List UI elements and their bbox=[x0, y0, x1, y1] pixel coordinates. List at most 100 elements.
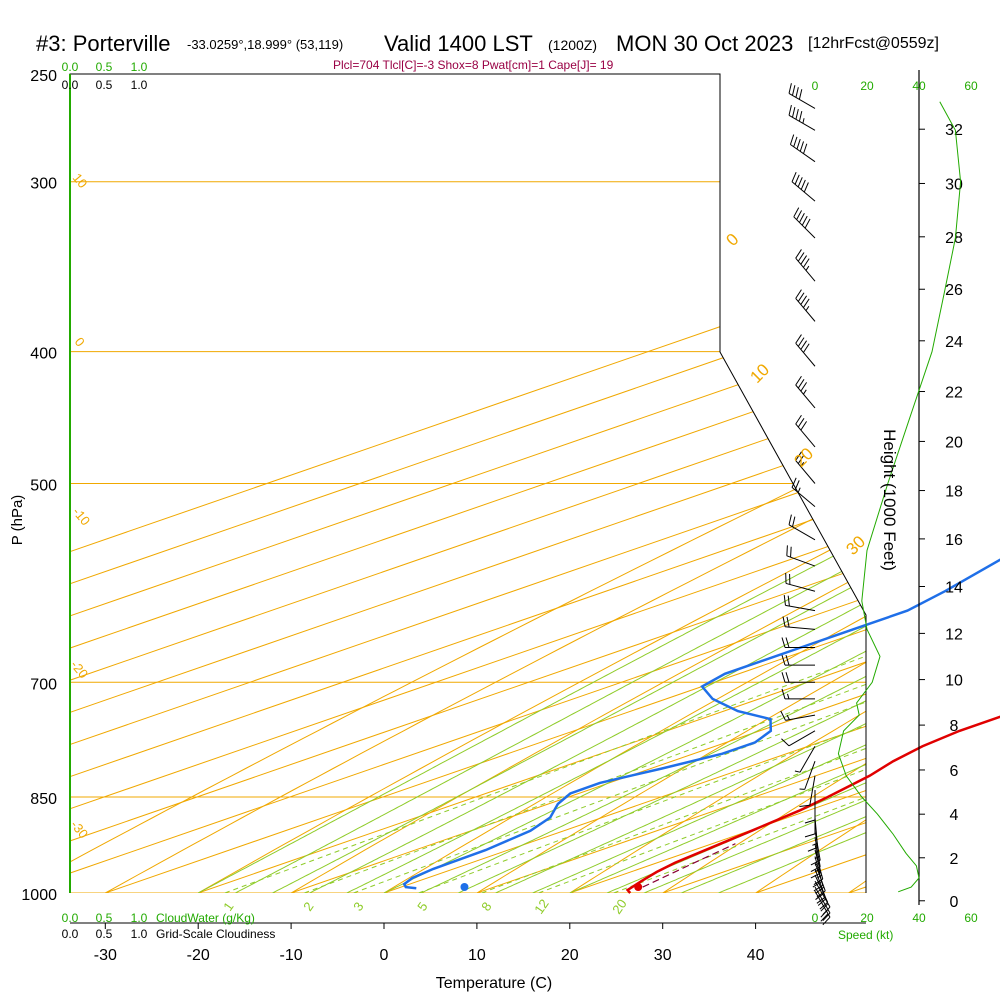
wind-barb-full bbox=[795, 334, 802, 344]
mixing-ratio-line bbox=[353, 351, 866, 893]
wind-barb-full bbox=[795, 87, 799, 98]
mixing-ratio-label: 20 bbox=[609, 896, 630, 916]
wind-barb-full bbox=[807, 846, 818, 852]
moist-adiabat bbox=[420, 78, 866, 893]
x-axis-label: Temperature (C) bbox=[436, 975, 552, 992]
wind-barb-full bbox=[786, 616, 790, 628]
wind-barb-full bbox=[813, 878, 824, 886]
wind-barb-shaft bbox=[814, 856, 824, 886]
wind-barb-shaft bbox=[785, 714, 816, 721]
wind-barb bbox=[789, 134, 816, 163]
wind-barb-full bbox=[798, 111, 803, 122]
chart-params-line: Plcl=704 Tlcl[C]=-3 Shox=8 Pwat[cm]=1 Ca… bbox=[333, 58, 614, 72]
wind-barb-full bbox=[788, 83, 792, 94]
chart-title-valid: Valid 1400 LST bbox=[384, 31, 533, 56]
wind-barb bbox=[814, 890, 831, 926]
cloud-water-tick-bottom: 0.0 bbox=[62, 911, 79, 925]
parcel-trace bbox=[642, 843, 736, 888]
wind-barb-full bbox=[789, 134, 795, 145]
isotherm-label: 20 bbox=[790, 444, 817, 471]
isotherm bbox=[70, 74, 866, 893]
wind-barb-full bbox=[781, 637, 786, 648]
wind-barb-half bbox=[814, 862, 820, 866]
moist-adiabat bbox=[309, 78, 866, 893]
wind-barb-full bbox=[797, 379, 805, 389]
wind-barb-full bbox=[803, 182, 809, 193]
wind-barb-full bbox=[804, 833, 816, 838]
wind-barb-half bbox=[786, 714, 790, 720]
wind-barb-full bbox=[795, 451, 802, 461]
height-tick-label: 0 bbox=[950, 894, 959, 911]
mixing-ratio-line bbox=[538, 351, 866, 893]
isotherm bbox=[198, 74, 866, 893]
wind-barb-half bbox=[797, 487, 801, 493]
wind-barb-half bbox=[812, 842, 818, 846]
cloudiness-axis-label: Grid-Scale Cloudiness bbox=[156, 927, 275, 941]
dry-adiabat bbox=[105, 74, 866, 893]
wind-barb-half bbox=[794, 770, 801, 773]
cloudiness-tick-top: 0.5 bbox=[96, 78, 113, 92]
speed-tick-bottom: 40 bbox=[912, 911, 926, 925]
pressure-tick-label: 850 bbox=[30, 791, 57, 808]
wind-barb bbox=[788, 105, 816, 131]
mixing-ratio-label: 12 bbox=[531, 896, 552, 916]
wind-barb-full bbox=[785, 637, 790, 648]
wind-barb-full bbox=[800, 295, 808, 305]
wind-barb-shaft bbox=[795, 298, 816, 322]
grid-layer bbox=[70, 74, 866, 893]
wind-barb-full bbox=[803, 343, 810, 353]
wind-barb-full bbox=[799, 141, 805, 152]
speed-tick-bottom: 0 bbox=[812, 911, 819, 925]
wind-barb-full bbox=[812, 881, 822, 888]
wind-barb-shaft bbox=[788, 92, 816, 109]
wind-barb-full bbox=[795, 289, 802, 299]
chart-title-coords: -33.0259°,18.999° (53,119) bbox=[187, 37, 344, 52]
height-tick-label: 32 bbox=[945, 122, 963, 139]
wind-barb bbox=[799, 775, 816, 808]
dry-adiabat-label: -10 bbox=[70, 504, 94, 528]
height-tick-label: 4 bbox=[950, 807, 959, 824]
wind-barb-full bbox=[791, 172, 797, 182]
wind-barb-full bbox=[822, 906, 831, 915]
isotherm bbox=[70, 74, 866, 893]
cloud-water-tick-top: 0.5 bbox=[96, 60, 113, 74]
wind-barb bbox=[788, 514, 816, 541]
wind-barb-shaft bbox=[790, 144, 816, 163]
wind-barb-full bbox=[800, 421, 808, 431]
isotherm bbox=[70, 74, 866, 893]
wind-barb-full bbox=[820, 903, 829, 912]
surface-dewpoint-marker bbox=[460, 883, 469, 891]
dry-adiabat bbox=[70, 74, 866, 893]
x-tick-label: 20 bbox=[561, 947, 579, 964]
moist-adiabat bbox=[458, 78, 866, 893]
wind-barb-full bbox=[816, 890, 826, 898]
wind-barb bbox=[795, 414, 816, 448]
wind-barb-full bbox=[795, 109, 799, 120]
profile-traces bbox=[402, 558, 1000, 894]
wind-barb bbox=[781, 730, 816, 747]
x-tick-label: -20 bbox=[187, 947, 210, 964]
pressure-tick-label: 1000 bbox=[21, 887, 57, 904]
wind-barb bbox=[810, 843, 821, 879]
wind-barb-full bbox=[781, 688, 786, 700]
pressure-tick-label: 400 bbox=[30, 346, 57, 363]
moist-adiabat bbox=[495, 78, 866, 893]
moist-adiabat bbox=[197, 78, 866, 893]
wind-barb-full bbox=[803, 258, 810, 268]
wind-barb-shaft bbox=[809, 775, 816, 806]
wind-barb-shaft bbox=[814, 843, 821, 874]
mixing-ratio-line bbox=[481, 351, 866, 893]
isotherm bbox=[290, 74, 866, 893]
moist-adiabat bbox=[383, 78, 866, 893]
moist-adiabat bbox=[235, 78, 866, 893]
wind-barb bbox=[810, 837, 821, 872]
x-tick-label: 0 bbox=[380, 947, 389, 964]
wind-barb-full bbox=[800, 255, 808, 265]
wind-barb-full bbox=[794, 174, 800, 185]
dry-adiabat-label: -30 bbox=[68, 817, 92, 841]
wind-barb-shaft bbox=[799, 745, 816, 773]
pressure-tick-label: 250 bbox=[30, 68, 57, 85]
plot-frame bbox=[69, 73, 867, 893]
wind-barb-full bbox=[797, 337, 805, 347]
wind-barb bbox=[791, 477, 816, 508]
